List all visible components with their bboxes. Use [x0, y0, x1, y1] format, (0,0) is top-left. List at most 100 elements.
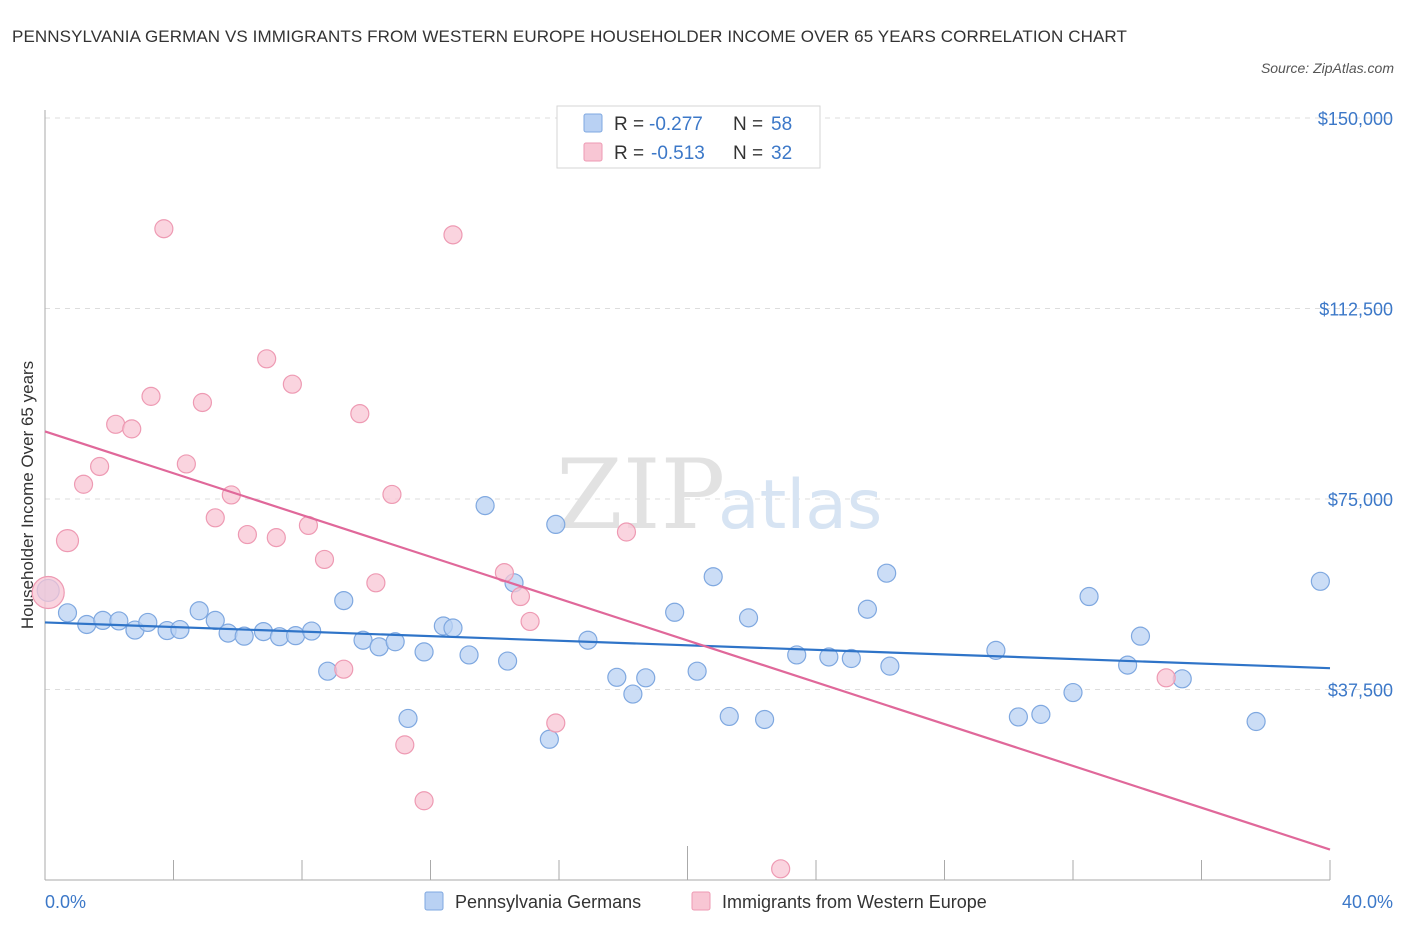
legend-swatch-blue — [583, 113, 603, 133]
scatter-point — [665, 602, 685, 622]
scatter-point — [857, 599, 878, 619]
scatter-point — [318, 661, 338, 681]
scatter-point — [1079, 586, 1099, 607]
scatter-point — [1310, 571, 1330, 591]
scatter-point — [623, 684, 643, 704]
scatter-point — [334, 659, 354, 679]
scatter-point — [90, 456, 110, 477]
bottom-legend-label-blue: Pennsylvania Germans — [455, 892, 641, 912]
scatter-point — [414, 791, 434, 811]
series-immigrants-western-europe — [31, 219, 1176, 879]
scatter-point — [719, 706, 739, 727]
x-tick-label-right: 40.0% — [1342, 892, 1393, 912]
scatter-point — [819, 647, 839, 667]
scatter-point — [282, 374, 302, 394]
scatter-point — [106, 414, 126, 434]
scatter-point — [366, 573, 386, 593]
scatter-point — [192, 392, 213, 413]
scatter-point — [385, 632, 405, 652]
scatter-point — [189, 601, 209, 621]
scatter-point — [55, 529, 80, 553]
scatter-point — [1008, 707, 1028, 727]
scatter-point — [546, 514, 566, 535]
trend-line-immigrants-western-europe — [44, 430, 1331, 851]
scatter-point — [154, 219, 174, 239]
scatter-point — [369, 637, 389, 657]
legend-r-label-pink: R = — [614, 143, 644, 164]
bottom-legend-label-pink: Immigrants from Western Europe — [722, 892, 987, 912]
trend-lines — [44, 430, 1331, 851]
scatter-point — [754, 709, 775, 730]
legend-n-label-blue: N = — [733, 114, 763, 135]
scatter-point — [636, 668, 656, 688]
y-tick-label: $75,000 — [1328, 490, 1393, 510]
scatter-point — [578, 630, 598, 650]
scatter-point — [546, 713, 566, 733]
y-axis-tick-labels: $150,000 $112,500 $75,000 $37,500 — [1318, 109, 1393, 701]
scatter-point — [703, 567, 723, 587]
scatter-point — [314, 549, 335, 570]
y-axis-label: Householder Income Over 65 years — [18, 361, 37, 629]
legend-r-value-pink: -0.513 — [651, 143, 705, 164]
scatter-point — [880, 656, 900, 676]
scatter-point — [57, 603, 78, 623]
scatter-point — [205, 508, 225, 528]
grid-lines — [45, 117, 1395, 690]
scatter-point — [334, 590, 354, 611]
legend-n-label-pink: N = — [733, 143, 763, 164]
legend-swatch-pink — [583, 142, 603, 162]
scatter-point — [73, 474, 94, 494]
scatter-point — [266, 528, 286, 548]
scatter-point — [253, 621, 274, 642]
y-tick-label: $37,500 — [1328, 681, 1393, 701]
trend-line-pennsylvania-germans — [44, 621, 1331, 670]
scatter-point — [285, 626, 306, 646]
bottom-legend: Pennsylvania Germans Immigrants from Wes… — [424, 891, 987, 912]
scatter-point — [1130, 626, 1151, 646]
scatter-point — [1063, 682, 1083, 703]
scatter-point — [1246, 711, 1266, 732]
source-label: Source: ZipAtlas.com — [1260, 60, 1394, 76]
scatter-point — [138, 612, 158, 633]
scatter-point — [141, 386, 161, 406]
scatter-point — [398, 708, 418, 729]
scatter-point — [31, 575, 65, 610]
bottom-legend-swatch-blue — [424, 891, 444, 911]
correlation-legend: R = -0.277 N = 58 R = -0.513 N = 32 — [556, 105, 821, 169]
legend-n-value-pink: 32 — [771, 143, 792, 164]
scatter-point — [616, 522, 637, 542]
scatter-point — [520, 611, 540, 632]
scatter-point — [218, 623, 238, 643]
legend-r-label-blue: R = — [614, 114, 644, 135]
scatter-point — [234, 626, 254, 646]
scatter-point — [109, 611, 129, 631]
scatter-point — [176, 454, 196, 474]
scatter-point — [1156, 668, 1176, 688]
scatter-point — [539, 729, 559, 749]
legend-r-value-blue: -0.277 — [649, 114, 703, 135]
scatter-point — [443, 225, 463, 245]
legend-n-value-blue: 58 — [771, 114, 792, 135]
scatter-point — [353, 630, 373, 650]
scatter-point — [382, 484, 402, 505]
scatter-point — [510, 586, 531, 607]
scatter-point — [986, 640, 1006, 660]
bottom-legend-swatch-pink — [691, 891, 711, 911]
scatter-point — [443, 618, 463, 638]
scatter-point — [170, 619, 190, 640]
scatter-point — [237, 524, 257, 545]
scatter-point — [1172, 669, 1192, 689]
scatter-point — [414, 642, 434, 662]
y-tick-label: $112,500 — [1319, 300, 1393, 320]
scatter-point — [1118, 655, 1138, 675]
scatter-point — [771, 859, 791, 879]
scatter-point — [122, 419, 142, 439]
scatter-point — [498, 651, 518, 671]
watermark-zip: ZIP — [556, 439, 725, 551]
chart-title: PENNSYLVANIA GERMAN VS IMMIGRANTS FROM W… — [12, 27, 1127, 46]
x-axis-ticks — [173, 846, 1331, 880]
scatter-point — [607, 667, 627, 687]
scatter-point — [475, 496, 495, 516]
scatter-point — [738, 608, 759, 628]
